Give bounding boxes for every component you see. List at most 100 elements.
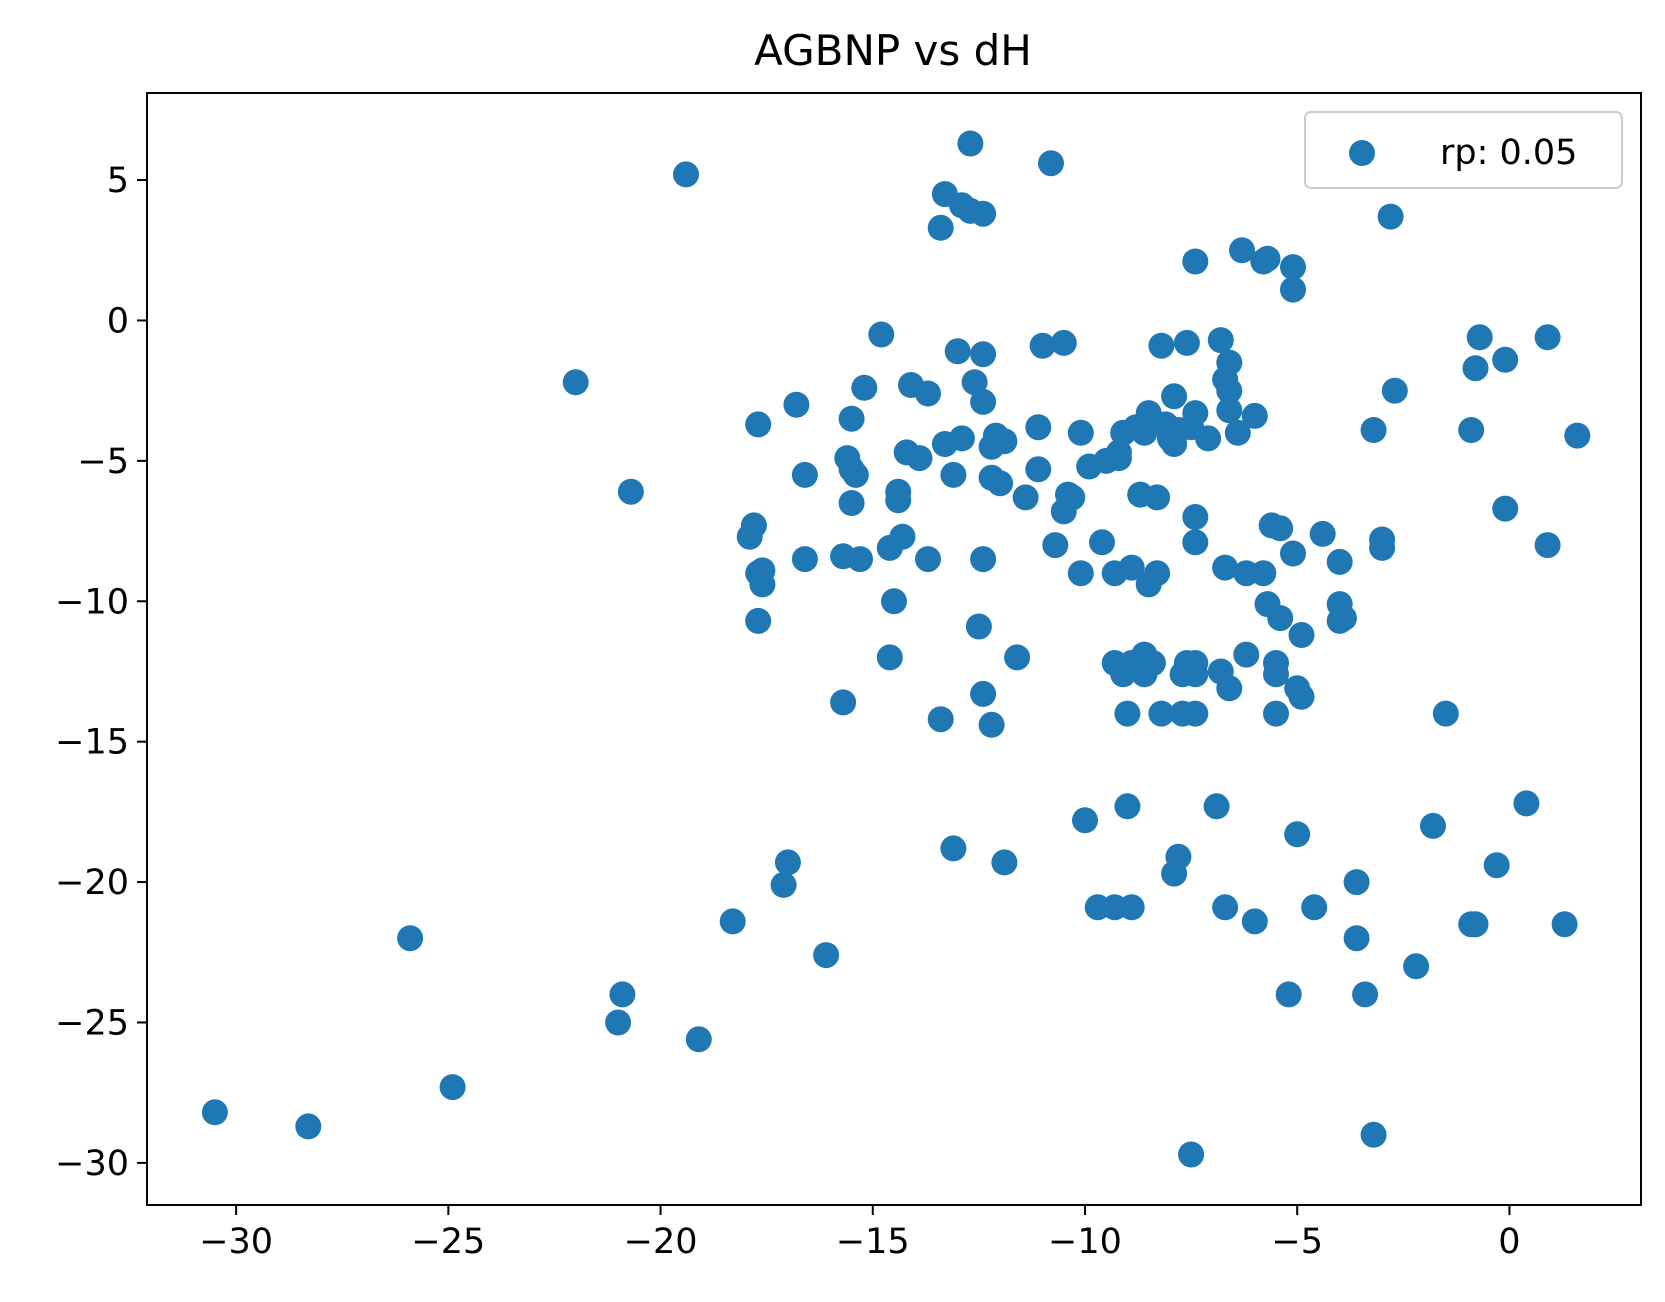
data-point (1139, 650, 1166, 676)
data-point (1381, 377, 1408, 404)
data-point (1178, 1141, 1205, 1168)
data-point (1250, 560, 1277, 587)
y-tick-label: −15 (55, 723, 129, 763)
data-point (1067, 560, 1094, 587)
legend: rp: 0.05 (1304, 111, 1623, 189)
data-point (783, 391, 810, 418)
data-point (842, 461, 869, 488)
data-point (1458, 417, 1485, 443)
data-point (770, 871, 797, 898)
data-point (1343, 869, 1370, 896)
data-point (562, 369, 589, 396)
data-point (1326, 548, 1353, 575)
data-point (617, 478, 644, 505)
data-point (1492, 346, 1519, 373)
data-point (1182, 700, 1209, 727)
data-point (1029, 332, 1056, 359)
y-tick-label: 5 (107, 161, 129, 201)
data-point (1280, 276, 1306, 303)
data-point (1059, 484, 1086, 511)
data-point (1275, 981, 1302, 1008)
data-point (1114, 700, 1141, 727)
data-point (1038, 150, 1064, 177)
data-point (965, 613, 992, 640)
y-tick-label: −20 (55, 863, 129, 903)
data-point (970, 680, 997, 707)
data-point (944, 338, 971, 365)
data-point (1212, 894, 1239, 921)
data-point (847, 546, 873, 573)
data-point (1182, 248, 1209, 275)
data-point (295, 1113, 322, 1140)
data-point (1144, 560, 1171, 587)
data-point (1207, 327, 1234, 354)
data-point (970, 388, 997, 415)
data-point (940, 461, 967, 488)
data-point (1173, 329, 1200, 356)
data-point (838, 490, 865, 516)
y-tick-label: −5 (77, 442, 129, 482)
data-point (201, 1099, 228, 1126)
data-point (791, 461, 818, 488)
data-point (397, 925, 424, 952)
data-point (1216, 675, 1243, 702)
data-point (987, 470, 1014, 497)
data-point (1513, 790, 1540, 817)
legend-marker (1349, 140, 1375, 166)
data-point (1492, 495, 1519, 522)
y-axis: −30 −25 −20 −15 −10 −5 0 5 (55, 161, 147, 1184)
data-point (991, 849, 1018, 876)
data-point (1224, 419, 1251, 446)
data-point (1182, 661, 1209, 688)
data-point (851, 374, 878, 401)
data-point (813, 942, 840, 969)
data-point (978, 711, 1005, 738)
data-point (1301, 894, 1328, 921)
x-tick-label: 0 (1498, 1222, 1520, 1262)
data-point (749, 571, 776, 598)
x-tick-label: −25 (411, 1222, 485, 1262)
data-point (1377, 203, 1404, 230)
data-point (927, 706, 954, 733)
data-point (991, 428, 1018, 455)
data-point (745, 607, 772, 634)
data-point (1267, 515, 1294, 542)
x-tick-label: −20 (624, 1222, 698, 1262)
data-point (889, 523, 916, 550)
data-point (740, 512, 767, 539)
data-point (1229, 237, 1255, 264)
data-point (868, 321, 895, 348)
data-point (940, 835, 967, 862)
data-point (1263, 661, 1289, 688)
data-point (1267, 605, 1294, 632)
data-point (838, 405, 865, 432)
data-point (881, 588, 907, 615)
data-point (1254, 245, 1281, 272)
data-point (1072, 807, 1098, 834)
data-point (1012, 484, 1039, 511)
data-point (1182, 529, 1209, 556)
data-point (719, 908, 746, 935)
data-point (1241, 908, 1268, 935)
y-tick-label: −10 (55, 582, 129, 622)
data-point (970, 546, 997, 573)
data-point (1025, 414, 1052, 441)
data-point (1330, 605, 1357, 632)
data-point (1288, 622, 1315, 648)
data-point (1263, 700, 1289, 727)
data-point (830, 689, 857, 716)
data-point (1284, 821, 1311, 848)
y-tick-label: 0 (107, 301, 129, 341)
data-point (745, 411, 772, 438)
data-point (1280, 540, 1306, 567)
data-point (1462, 355, 1489, 382)
data-point (1165, 843, 1192, 870)
plot-frame (146, 92, 1642, 1206)
data-point (1161, 383, 1188, 410)
data-point (1131, 419, 1158, 446)
data-point (1105, 439, 1132, 466)
y-tick-label: −25 (55, 1003, 129, 1043)
data-point (605, 1009, 632, 1036)
